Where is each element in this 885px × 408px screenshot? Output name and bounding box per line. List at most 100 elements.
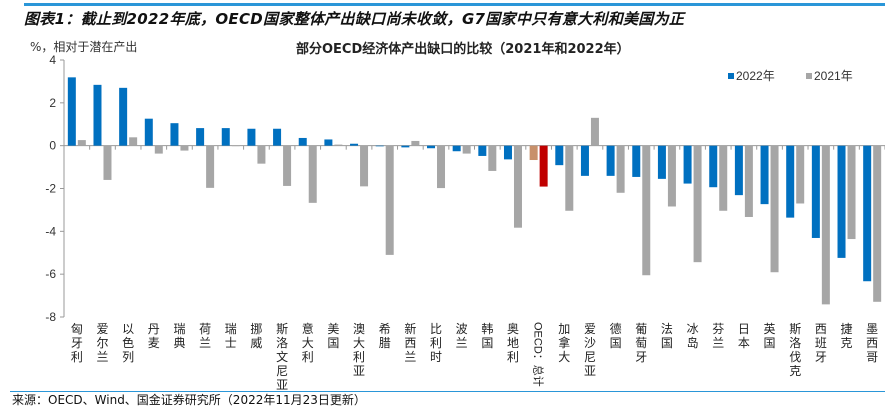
source-note: 来源：OECD、Wind、国金证券研究所（2022年11月23日更新）	[12, 393, 366, 407]
y-tick-label: 2	[49, 96, 56, 110]
x-tick-label: 加	[558, 322, 570, 336]
x-tick-label: 比	[430, 322, 442, 336]
x-tick-label: 国	[481, 336, 493, 350]
y-tick-label: 4	[49, 53, 56, 67]
bar-2021	[129, 137, 138, 146]
x-tick-label: 士	[225, 336, 237, 350]
x-tick-label: 挪	[250, 322, 262, 336]
y-tick-label: -6	[45, 267, 56, 281]
bar-2021	[513, 145, 522, 228]
bar-2022	[452, 145, 461, 152]
x-tick-label: 文	[276, 349, 288, 364]
x-tick-label: 本	[738, 336, 750, 350]
x-tick-label: 利	[430, 336, 442, 350]
x-tick-label: 利	[353, 350, 365, 364]
x-tick-label: 爱	[96, 322, 108, 336]
bar-2022	[375, 145, 384, 147]
x-tick-label: 牙	[71, 336, 83, 350]
legend-swatch	[806, 73, 812, 79]
y-tick-label: -8	[45, 310, 56, 324]
x-tick-label: 匈	[71, 322, 83, 336]
x-tick-label: 瑞	[225, 322, 237, 336]
x-tick-label: 美	[327, 322, 339, 336]
bar-2022	[580, 145, 589, 176]
bar-2021	[283, 145, 292, 186]
bar-2022	[324, 139, 333, 146]
x-tick-label: 国	[327, 336, 339, 350]
x-tick-label: 冰	[687, 322, 699, 336]
x-tick-label: 尼	[276, 364, 288, 378]
y-axis-label: %，相对于潜在产出	[30, 40, 138, 54]
x-tick-label: 列	[122, 350, 134, 364]
x-tick-label: 新	[404, 321, 416, 336]
x-tick-label: 哥	[866, 350, 878, 364]
bar-2021	[770, 145, 779, 273]
bar-2021	[590, 117, 599, 146]
bar-2022	[93, 84, 102, 146]
x-tick-label: 葡	[635, 322, 647, 336]
x-tick-label: OECD：总计	[532, 322, 546, 387]
x-tick-label: 牙	[635, 350, 647, 364]
bar-2022	[273, 128, 282, 146]
bar-2022	[67, 77, 76, 146]
bar-2022	[170, 123, 179, 146]
bar-2021	[565, 145, 574, 211]
x-tick-label: 大	[558, 350, 570, 364]
bar-2021	[308, 145, 317, 203]
x-tick-label: 利	[302, 350, 314, 364]
x-tick-label: 澳	[353, 322, 365, 336]
x-tick-label: 西	[404, 336, 416, 350]
bar-2021	[642, 145, 651, 276]
bar-2022	[539, 145, 548, 187]
x-tick-label: 国	[661, 336, 673, 350]
legend-label: 2022年	[736, 69, 775, 83]
x-tick-label: 伐	[789, 350, 801, 364]
figure-title: 图表1：截止到2022年底，OECD国家整体产出缺口尚未收敛，G7国家中只有意大…	[24, 10, 685, 28]
x-tick-label: 捷	[841, 322, 853, 336]
x-tick-label: 意	[302, 321, 314, 336]
x-tick-label: 地	[507, 336, 519, 350]
bar-2021	[796, 145, 805, 204]
bar-2021	[411, 140, 420, 146]
x-tick-label: 拿	[558, 335, 570, 350]
x-tick-label: 斯	[276, 322, 288, 336]
bar-2022	[298, 137, 307, 146]
x-tick-label: 岛	[687, 335, 699, 350]
x-tick-label: 丹	[148, 322, 160, 336]
bar-2022	[863, 145, 872, 282]
bar-2022	[760, 145, 769, 205]
x-tick-label: 斯	[789, 322, 801, 336]
bar-2022	[427, 145, 436, 149]
x-tick-label: 洛	[276, 335, 288, 350]
x-tick-label: 兰	[456, 336, 468, 350]
x-tick-label: 以	[122, 322, 134, 336]
bar-2022	[119, 87, 128, 146]
x-tick-label: 麦	[148, 336, 160, 350]
y-tick-label: -4	[45, 224, 56, 238]
x-tick-label: 利	[71, 350, 83, 364]
x-tick-label: 大	[302, 336, 314, 350]
x-tick-label: 利	[507, 350, 519, 364]
x-tick-label: 兰	[199, 336, 211, 350]
x-tick-label: 亚	[584, 364, 596, 378]
bar-2022	[606, 145, 615, 176]
x-tick-label: 班	[815, 336, 827, 350]
bar-2022	[221, 128, 230, 146]
y-tick-label: 0	[49, 139, 56, 153]
bar-2022	[811, 145, 820, 238]
bar-2022	[247, 128, 256, 146]
x-tick-label: 牙	[815, 350, 827, 364]
x-tick-label: 瑞	[173, 322, 185, 336]
bar-2021	[821, 145, 830, 305]
bar-2022	[144, 118, 153, 146]
x-tick-label: 亚	[353, 364, 365, 378]
bar-2022	[401, 145, 410, 148]
bar-2022	[555, 145, 564, 166]
x-tick-label: 韩	[481, 321, 493, 336]
x-tick-label: 西	[866, 336, 878, 350]
top-rule	[24, 3, 885, 6]
x-tick-label: 典	[173, 336, 185, 350]
x-tick-label: 兰	[404, 350, 416, 364]
x-tick-label: 克	[841, 336, 853, 350]
bar-2022	[837, 145, 846, 258]
